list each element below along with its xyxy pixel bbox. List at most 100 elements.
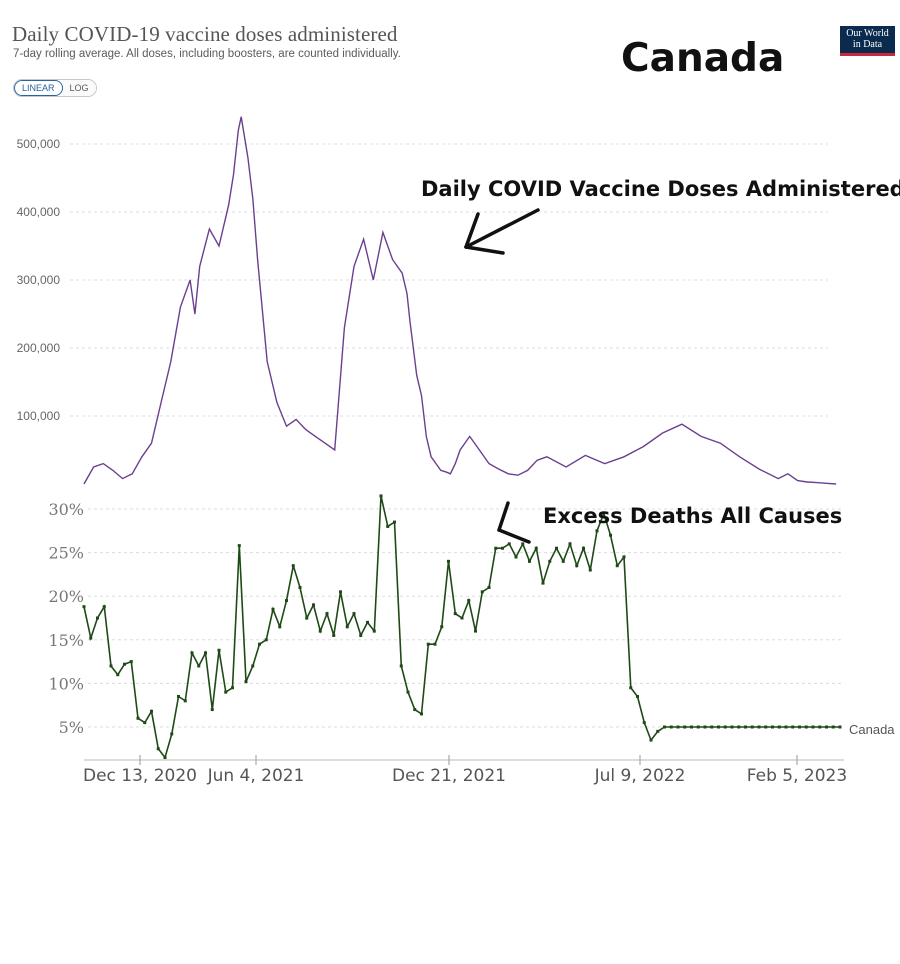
deaths-series-end-label: Canada [849, 722, 895, 737]
deaths-line [83, 495, 840, 760]
deaths-point [278, 625, 282, 629]
deaths-point [811, 725, 815, 729]
deaths-series [82, 494, 842, 760]
deaths-point [420, 712, 423, 716]
deaths-point [150, 709, 153, 713]
log-toggle-button[interactable]: LOG [62, 80, 96, 96]
deaths-point [737, 725, 741, 729]
deaths-y-axis: 5% 10% 15% 20% 25% 30% [48, 500, 84, 737]
deaths-point [231, 686, 234, 690]
deaths-point [116, 673, 120, 677]
logo-line-2: in Data [852, 39, 883, 50]
deaths-point [703, 725, 707, 729]
deaths-y-tick-label: 10% [48, 674, 84, 693]
deaths-point [379, 494, 383, 498]
deaths-point [312, 603, 315, 607]
scale-toggle[interactable]: LINEAR LOG [13, 79, 97, 97]
deaths-point [366, 620, 369, 624]
deaths-point [629, 686, 633, 690]
deaths-point [777, 725, 781, 729]
deaths-point [649, 738, 653, 742]
linear-toggle-button[interactable]: LINEAR [14, 80, 63, 96]
deaths-point [582, 546, 585, 550]
deaths-point [602, 511, 606, 515]
deaths-point [683, 725, 687, 729]
deaths-point [771, 725, 774, 729]
deaths-point [669, 725, 673, 729]
deaths-point [170, 732, 174, 736]
deaths-point [588, 568, 592, 572]
deaths-point [636, 694, 639, 698]
deaths-point [325, 612, 329, 616]
deaths-point [109, 664, 113, 668]
owid-logo[interactable]: Our World in Data [840, 26, 895, 56]
deaths-point [615, 564, 619, 568]
deaths-point [406, 690, 410, 694]
deaths-point [676, 725, 680, 729]
deaths-point [541, 581, 545, 585]
vaccine-y-tick-label: 100,000 [17, 409, 61, 423]
deaths-point [791, 725, 795, 729]
x-tick-label: Jun 4, 2021 [207, 766, 305, 786]
deaths-point [561, 559, 565, 563]
deaths-y-tick-label: 30% [48, 500, 84, 519]
deaths-point [710, 725, 714, 729]
deaths-point [82, 605, 86, 609]
deaths-point [595, 529, 599, 533]
deaths-point [426, 642, 430, 646]
vaccine-y-tick-label: 400,000 [17, 205, 61, 219]
deaths-point [453, 612, 457, 616]
deaths-point [514, 555, 518, 559]
deaths-point [568, 542, 572, 546]
x-tick-label: Dec 13, 2020 [83, 766, 197, 786]
deaths-point [264, 638, 268, 642]
deaths-y-tick-label: 5% [59, 718, 84, 737]
deaths-point [204, 651, 207, 655]
vaccine-line [83, 116, 837, 485]
deaths-point [784, 725, 788, 729]
deaths-point [804, 725, 808, 729]
deaths-point [183, 699, 187, 703]
deaths-point [102, 605, 106, 609]
deaths-point [89, 636, 93, 640]
deaths-point [413, 708, 417, 712]
deaths-point [433, 642, 437, 646]
deaths-point [838, 725, 842, 729]
logo-line-1: Our World [846, 28, 889, 39]
deaths-point [298, 585, 302, 589]
deaths-point [210, 708, 214, 712]
deaths-point [831, 725, 835, 729]
chart-title: Daily COVID-19 vaccine doses administere… [12, 22, 398, 46]
deaths-point [723, 725, 727, 729]
deaths-point [217, 648, 221, 652]
deaths-point [163, 756, 167, 760]
deaths-point [197, 664, 201, 668]
deaths-point [237, 544, 241, 548]
deaths-point [575, 564, 579, 568]
x-axis: Dec 13, 2020 Jun 4, 2021 Dec 21, 2021 Jul 9… [83, 755, 847, 786]
deaths-point [825, 725, 828, 729]
deaths-point [757, 725, 761, 729]
deaths-y-tick-label: 25% [48, 544, 84, 563]
vaccine-series [83, 116, 837, 485]
deaths-y-tick-label: 15% [48, 631, 84, 650]
deaths-point [305, 616, 309, 620]
deaths-point [440, 625, 444, 629]
deaths-point [642, 721, 646, 725]
deaths-point [399, 664, 403, 668]
deaths-point [359, 633, 363, 637]
deaths-point [224, 690, 228, 694]
vaccine-arrow-icon [464, 208, 540, 255]
deaths-point [129, 660, 133, 664]
deaths-point [190, 651, 194, 655]
deaths-point [764, 725, 768, 729]
deaths-point [345, 625, 349, 629]
vaccine-annotation: Daily COVID Vaccine Doses Administered [421, 177, 900, 201]
deaths-point [318, 629, 322, 633]
country-label: Canada [621, 36, 785, 81]
vaccine-y-tick-label: 200,000 [17, 341, 61, 355]
x-tick-label: Dec 21, 2021 [392, 766, 506, 786]
deaths-point [494, 546, 498, 550]
deaths-annotation: Excess Deaths All Causes [543, 504, 842, 528]
